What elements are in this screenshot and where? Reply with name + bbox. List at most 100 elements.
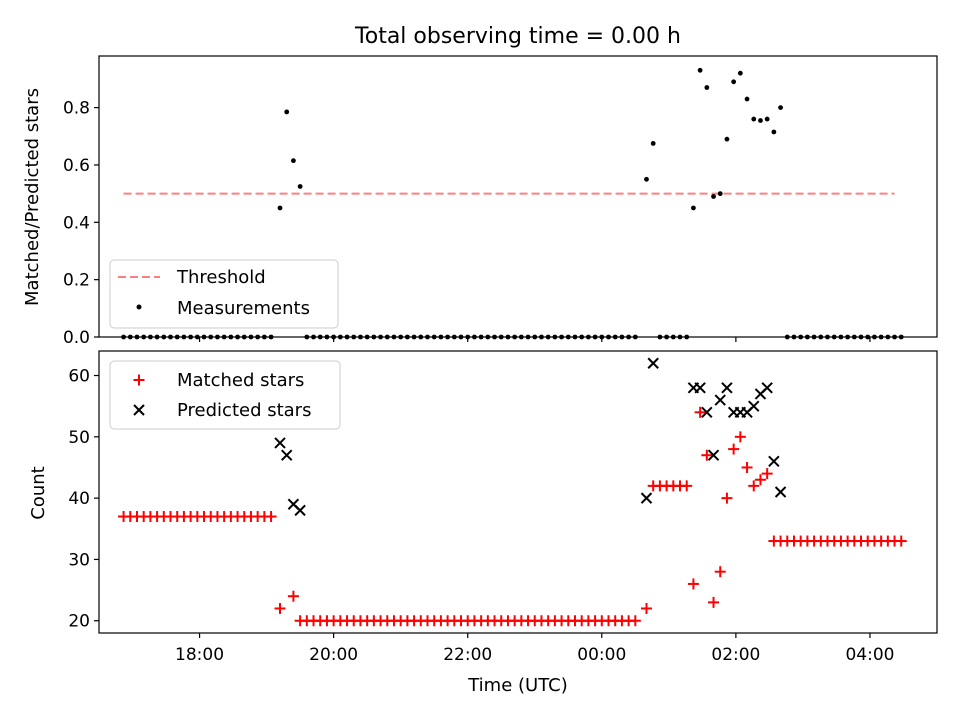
bottom-plot: 20 30 40 50 60 18:00 20:00 22:00 00:00 02:00 04:00 bbox=[68, 357, 907, 665]
top-legend: Threshold Measurements bbox=[109, 259, 339, 329]
matched-point bbox=[714, 566, 726, 578]
measurement-point bbox=[711, 194, 716, 199]
bottom-x-tick-label: 22:00 bbox=[443, 645, 492, 665]
measurement-point bbox=[717, 191, 723, 197]
matched-point bbox=[687, 578, 699, 590]
measurement-point bbox=[691, 205, 696, 211]
bottom-y-tick-label: 20 bbox=[68, 612, 90, 632]
measurement-point bbox=[697, 67, 703, 73]
matched-point bbox=[681, 480, 693, 492]
matched-point bbox=[287, 590, 299, 602]
bottom-y-tick-label: 30 bbox=[68, 550, 90, 570]
measurement-point bbox=[291, 158, 296, 164]
matched-point bbox=[728, 443, 740, 455]
top-y-axis-label: Matched/Predicted stars bbox=[22, 88, 43, 306]
legend-matched-swatch bbox=[133, 374, 145, 386]
predicted-point bbox=[294, 504, 306, 517]
measurement-point bbox=[771, 129, 777, 135]
predicted-point-b bbox=[748, 400, 760, 412]
top-y-tick-label: 0.6 bbox=[63, 156, 90, 176]
legend-matched-label: Matched stars bbox=[177, 370, 304, 391]
measurement-point bbox=[704, 85, 710, 90]
predicted-point-b bbox=[774, 486, 787, 498]
legend-predicted-label: Predicted stars bbox=[177, 400, 311, 421]
bottom-y-tick-label: 40 bbox=[68, 489, 90, 509]
measurement-point bbox=[724, 136, 730, 142]
measurement-point bbox=[297, 184, 303, 189]
bottom-legend-box bbox=[109, 360, 341, 430]
measurement-point bbox=[284, 109, 290, 115]
bottom-y-axis-label: Count bbox=[28, 466, 49, 519]
matched-point bbox=[708, 596, 720, 608]
predicted-point bbox=[761, 382, 773, 394]
predicted-point bbox=[707, 449, 720, 461]
bottom-x-tick-label: 04:00 bbox=[845, 645, 894, 665]
predicted-point-b bbox=[294, 504, 306, 517]
matched-point bbox=[721, 492, 733, 504]
top-y-tick-label: 0.2 bbox=[63, 271, 90, 291]
measurement-point bbox=[650, 141, 656, 146]
predicted-point bbox=[714, 394, 726, 406]
measurement-point bbox=[751, 116, 757, 122]
predicted-point bbox=[281, 449, 293, 461]
matched-point bbox=[629, 615, 641, 627]
predicted-point-b bbox=[721, 382, 733, 394]
bottom-x-tick-label: 02:00 bbox=[711, 645, 760, 665]
matched-point bbox=[754, 474, 766, 486]
bottom-x-tick-label: 20:00 bbox=[309, 645, 358, 665]
predicted-point-b bbox=[647, 357, 659, 369]
bottom-legend: Matched stars Predicted stars bbox=[109, 360, 341, 430]
legend-measurements-swatch bbox=[136, 304, 142, 310]
top-y-tick-label: 0.0 bbox=[63, 328, 90, 348]
predicted-point bbox=[768, 455, 780, 468]
bottom-x-tick-label: 18:00 bbox=[175, 645, 224, 665]
x-axis-label: Time (UTC) bbox=[467, 675, 568, 696]
top-y-tick-label: 0.4 bbox=[63, 213, 90, 233]
predicted-point-b bbox=[701, 406, 713, 419]
predicted-point-b bbox=[274, 437, 286, 449]
measurement-point bbox=[764, 116, 770, 122]
predicted-point bbox=[647, 357, 659, 369]
measurement-point bbox=[277, 205, 283, 211]
measurement-point bbox=[758, 118, 763, 123]
predicted-point bbox=[274, 437, 286, 449]
predicted-point-b bbox=[761, 382, 773, 394]
predicted-point-b bbox=[640, 492, 653, 504]
predicted-point-b bbox=[768, 455, 780, 468]
bottom-x-tick-label: 00:00 bbox=[577, 645, 626, 665]
matched-point bbox=[761, 468, 773, 480]
bottom-axes-frame bbox=[98, 350, 938, 634]
predicted-point-b bbox=[714, 394, 726, 406]
bottom-y-tick-label: 60 bbox=[68, 367, 90, 387]
predicted-point bbox=[774, 486, 787, 498]
top-legend-box bbox=[109, 259, 339, 329]
matched-point bbox=[694, 406, 706, 418]
measurement-point bbox=[744, 96, 750, 102]
top-chart-title: Total observing time = 0.00 h bbox=[354, 24, 681, 49]
measurement-point bbox=[731, 79, 737, 85]
predicted-point-b bbox=[694, 382, 706, 394]
predicted-point bbox=[640, 492, 653, 504]
matched-point bbox=[895, 535, 907, 547]
matched-point bbox=[734, 431, 746, 443]
matched-point bbox=[748, 480, 760, 492]
matched-point bbox=[701, 449, 713, 461]
legend-measurements-label: Measurements bbox=[177, 298, 310, 319]
top-y-tick-label: 0.8 bbox=[63, 99, 90, 119]
legend-threshold-label: Threshold bbox=[176, 267, 266, 288]
top-axes-frame bbox=[98, 55, 938, 338]
predicted-point bbox=[694, 382, 706, 394]
measurement-point bbox=[778, 105, 783, 111]
predicted-point bbox=[721, 382, 733, 394]
predicted-point bbox=[701, 406, 713, 419]
matched-point bbox=[640, 602, 652, 614]
predicted-point-b bbox=[287, 498, 300, 510]
measurement-point bbox=[737, 70, 743, 76]
legend-predicted-swatch bbox=[133, 404, 145, 416]
matched-point bbox=[274, 602, 286, 614]
predicted-point bbox=[748, 400, 760, 412]
matched-point bbox=[741, 461, 753, 473]
predicted-point-b bbox=[281, 449, 293, 461]
